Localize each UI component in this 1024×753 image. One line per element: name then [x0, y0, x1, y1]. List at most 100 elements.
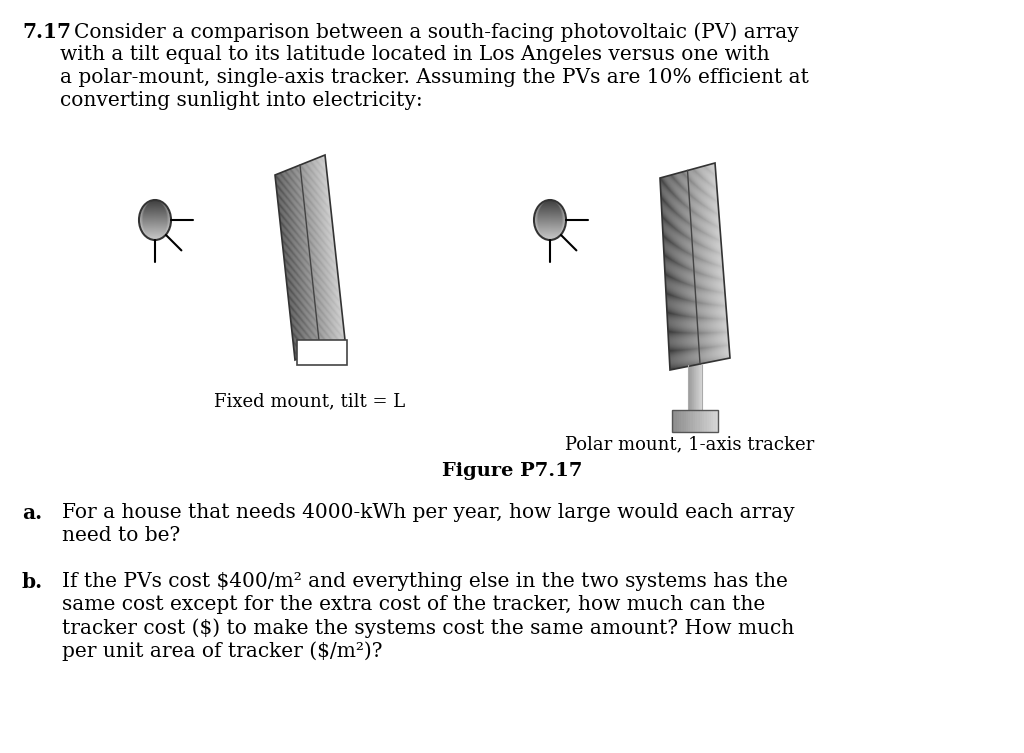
Ellipse shape — [534, 220, 566, 221]
Ellipse shape — [536, 211, 564, 212]
Text: a.: a. — [22, 503, 42, 523]
Polygon shape — [686, 170, 700, 364]
Polygon shape — [285, 171, 305, 356]
Ellipse shape — [535, 221, 566, 222]
Ellipse shape — [538, 207, 562, 209]
Polygon shape — [682, 172, 695, 365]
Ellipse shape — [146, 203, 164, 204]
Ellipse shape — [144, 235, 166, 236]
Polygon shape — [703, 166, 718, 361]
Ellipse shape — [542, 203, 558, 204]
Text: tracker cost ($) to make the systems cost the same amount? How much: tracker cost ($) to make the systems cos… — [62, 618, 795, 638]
Polygon shape — [310, 160, 331, 346]
Bar — [674, 410, 677, 432]
Polygon shape — [319, 157, 341, 342]
Polygon shape — [685, 171, 698, 364]
Ellipse shape — [142, 233, 167, 234]
Ellipse shape — [535, 215, 565, 216]
Polygon shape — [673, 174, 685, 367]
Polygon shape — [681, 172, 694, 365]
Bar — [701, 410, 705, 432]
Polygon shape — [705, 166, 720, 360]
Polygon shape — [707, 165, 722, 360]
Bar — [679, 410, 681, 432]
Polygon shape — [667, 176, 678, 369]
Polygon shape — [279, 173, 299, 358]
Polygon shape — [677, 173, 689, 367]
Ellipse shape — [538, 232, 563, 233]
Polygon shape — [306, 163, 327, 348]
Text: per unit area of tracker ($/m²)?: per unit area of tracker ($/m²)? — [62, 641, 383, 660]
Ellipse shape — [146, 236, 164, 238]
Ellipse shape — [141, 210, 169, 212]
Bar — [699, 410, 701, 432]
Ellipse shape — [139, 224, 170, 226]
Ellipse shape — [148, 202, 162, 203]
Text: Polar mount, 1-axis tracker: Polar mount, 1-axis tracker — [565, 435, 815, 453]
Polygon shape — [675, 174, 687, 367]
Polygon shape — [303, 163, 325, 349]
Polygon shape — [695, 168, 709, 362]
Ellipse shape — [145, 236, 165, 237]
Bar — [672, 410, 674, 432]
Polygon shape — [700, 166, 715, 361]
Ellipse shape — [545, 239, 555, 240]
Polygon shape — [708, 165, 723, 360]
Bar — [705, 410, 707, 432]
Bar — [714, 410, 716, 432]
Polygon shape — [694, 169, 708, 363]
Polygon shape — [662, 177, 673, 370]
Polygon shape — [308, 161, 329, 346]
Ellipse shape — [535, 216, 565, 218]
Polygon shape — [697, 167, 712, 361]
Polygon shape — [668, 175, 679, 368]
Polygon shape — [669, 175, 680, 368]
Polygon shape — [663, 177, 674, 370]
Ellipse shape — [139, 214, 170, 215]
Polygon shape — [684, 171, 697, 364]
Polygon shape — [709, 164, 724, 359]
Polygon shape — [306, 162, 328, 347]
Polygon shape — [293, 167, 314, 352]
Ellipse shape — [535, 227, 565, 228]
Polygon shape — [687, 170, 701, 364]
Polygon shape — [309, 161, 330, 346]
Polygon shape — [290, 169, 311, 354]
Ellipse shape — [536, 212, 564, 213]
Ellipse shape — [139, 226, 170, 227]
Polygon shape — [713, 163, 728, 358]
Polygon shape — [313, 160, 334, 345]
Ellipse shape — [139, 216, 171, 218]
Ellipse shape — [537, 209, 563, 210]
Polygon shape — [679, 172, 692, 366]
Ellipse shape — [536, 229, 564, 230]
Bar — [707, 410, 709, 432]
Text: For a house that needs 4000-kWh per year, how large would each array: For a house that needs 4000-kWh per year… — [62, 503, 795, 522]
Ellipse shape — [140, 211, 169, 212]
Polygon shape — [695, 168, 710, 362]
Ellipse shape — [139, 221, 171, 222]
Polygon shape — [302, 164, 323, 349]
Polygon shape — [287, 170, 307, 355]
Polygon shape — [298, 166, 318, 351]
Polygon shape — [325, 155, 345, 340]
Polygon shape — [291, 169, 311, 354]
Polygon shape — [705, 166, 719, 361]
Polygon shape — [690, 169, 705, 364]
Polygon shape — [307, 162, 329, 347]
Bar — [711, 410, 714, 432]
Ellipse shape — [535, 224, 565, 226]
Ellipse shape — [139, 221, 171, 223]
Polygon shape — [294, 167, 315, 352]
Bar — [709, 410, 711, 432]
Polygon shape — [688, 170, 702, 364]
Polygon shape — [701, 166, 716, 361]
Ellipse shape — [150, 201, 160, 203]
Ellipse shape — [537, 210, 564, 212]
Polygon shape — [284, 172, 304, 357]
Ellipse shape — [536, 227, 564, 229]
Polygon shape — [699, 167, 714, 361]
Ellipse shape — [535, 213, 565, 215]
Ellipse shape — [535, 223, 566, 224]
Polygon shape — [680, 172, 693, 366]
